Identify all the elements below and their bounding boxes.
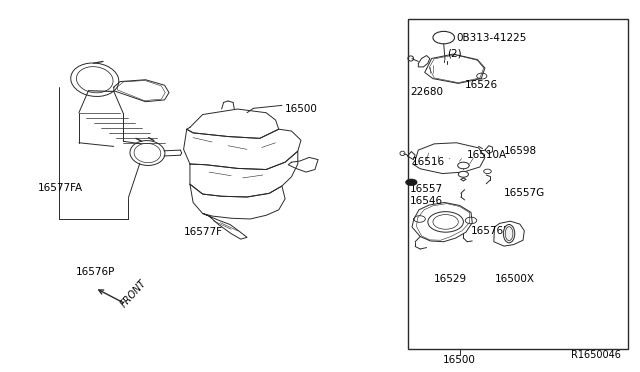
Bar: [408, 19, 628, 349]
Circle shape: [458, 171, 468, 177]
Text: 16557: 16557: [410, 184, 443, 194]
Text: 0B313-41225: 0B313-41225: [456, 33, 527, 43]
Ellipse shape: [503, 224, 515, 243]
Text: 22680: 22680: [411, 87, 444, 97]
Text: 16576P: 16576P: [76, 267, 115, 277]
Circle shape: [406, 179, 417, 186]
Text: 16577FA: 16577FA: [38, 183, 83, 193]
Circle shape: [433, 31, 454, 44]
Text: FRONT: FRONT: [119, 278, 148, 309]
Text: 16526: 16526: [465, 80, 498, 90]
Text: 16546: 16546: [410, 196, 443, 206]
Text: R1650046: R1650046: [572, 350, 621, 360]
Text: 16500X: 16500X: [495, 275, 534, 285]
Text: S: S: [441, 33, 447, 42]
Text: 16529: 16529: [434, 275, 467, 285]
Text: 16500: 16500: [443, 355, 476, 365]
Text: 16557G: 16557G: [504, 188, 545, 198]
Text: 16500: 16500: [285, 104, 318, 114]
Text: (2): (2): [447, 48, 461, 58]
Text: 16598: 16598: [504, 146, 537, 156]
Text: 16510A: 16510A: [467, 150, 508, 160]
Text: 16577F: 16577F: [184, 227, 223, 237]
Text: 16576E: 16576E: [471, 226, 511, 236]
Circle shape: [458, 162, 469, 169]
Text: 16516: 16516: [412, 157, 445, 167]
